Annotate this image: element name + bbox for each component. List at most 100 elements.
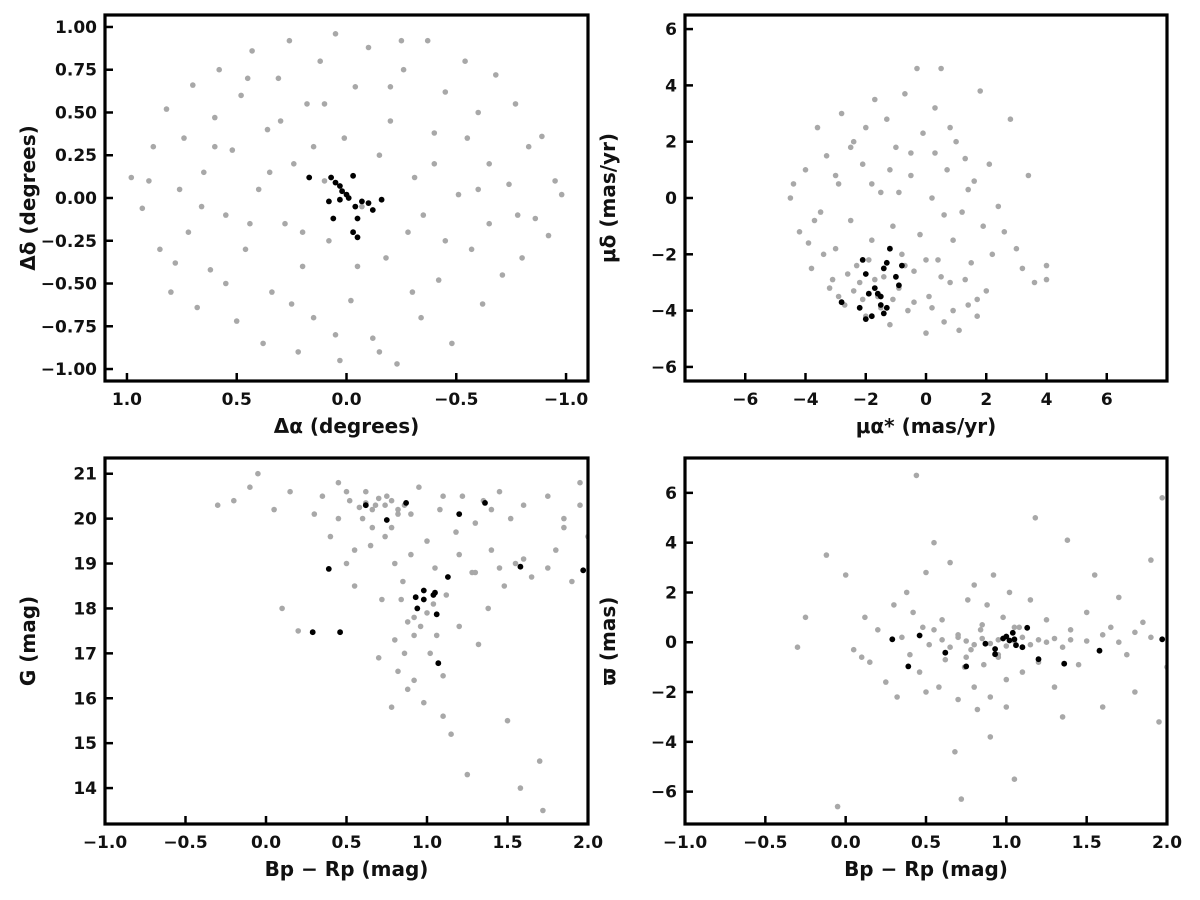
field-star-point: [382, 502, 388, 509]
panel-sky-positions: 1.0 0.5 0.0 −0.5 −1.0 1.00 0.75 0.50 0.25 0.00 −0.…: [16, 13, 590, 438]
field-star-point: [979, 635, 985, 642]
field-star-point: [286, 37, 293, 44]
field-star-point: [866, 257, 872, 263]
field-star-point: [401, 650, 408, 657]
field-star-point: [989, 251, 996, 258]
field-star-point: [794, 644, 801, 650]
field-star-point: [372, 502, 379, 509]
field-star-point: [181, 135, 187, 141]
field-star-point: [853, 262, 860, 269]
member-star-point: [435, 660, 442, 667]
field-star-point: [416, 484, 422, 491]
field-star-point: [805, 240, 812, 246]
field-star-point: [1099, 632, 1106, 638]
y-tick-label: −6: [651, 358, 677, 378]
field-star-point: [936, 684, 942, 690]
field-star-point: [310, 143, 317, 150]
field-star-point: [247, 484, 253, 491]
x-tick-label: −6: [732, 390, 758, 410]
field-star-point: [317, 58, 324, 64]
y-tick-label: 6: [665, 484, 677, 504]
field-star-point: [938, 274, 944, 280]
field-star-point: [448, 731, 454, 737]
field-star-point: [561, 515, 567, 522]
field-star-point: [959, 209, 965, 215]
field-star-point: [421, 699, 427, 706]
field-star-point: [242, 246, 249, 253]
field-star-point: [944, 167, 950, 173]
field-star-point: [528, 574, 535, 580]
member-star-point: [337, 629, 343, 636]
field-star-point: [453, 529, 459, 535]
field-star-point: [894, 694, 900, 700]
field-star-point: [965, 186, 971, 193]
field-star-point: [926, 293, 932, 300]
plot-frame: [683, 456, 1169, 826]
field-star-point: [433, 632, 440, 639]
field-star-point: [198, 203, 205, 210]
y-tick-label: 4: [665, 534, 677, 554]
field-star-point: [902, 91, 908, 97]
field-star-point: [464, 771, 471, 778]
field-star-point: [1108, 624, 1114, 631]
field-star-point: [411, 632, 417, 639]
field-star-point: [424, 538, 430, 544]
field-star-point: [987, 734, 994, 740]
field-star-point: [850, 138, 857, 145]
field-star-point: [1007, 116, 1014, 122]
member-star-point: [880, 310, 887, 317]
field-star-point: [923, 257, 929, 263]
field-star-point: [233, 318, 240, 324]
member-star-point: [877, 302, 884, 308]
field-star-point: [1011, 624, 1018, 631]
member-star-point: [403, 500, 409, 506]
field-star-point: [971, 178, 977, 184]
member-star-point: [337, 183, 343, 189]
field-star-point: [1006, 589, 1013, 596]
field-star-point: [1059, 644, 1066, 650]
field-star-point: [247, 220, 253, 227]
field-star-point: [817, 209, 824, 215]
field-star-point: [903, 589, 910, 596]
member-star-point: [330, 215, 337, 222]
field-star-point: [869, 237, 875, 243]
x-tick-label: 1.5: [1072, 833, 1102, 853]
field-star-point: [464, 135, 471, 141]
field-star-point: [351, 583, 358, 589]
field-star-point: [979, 622, 985, 628]
field-star-point: [506, 181, 512, 188]
field-star-point: [577, 479, 583, 486]
field-star-point: [398, 596, 405, 603]
field-star-point: [939, 617, 945, 623]
member-star-point: [865, 290, 872, 297]
field-star-point: [321, 178, 328, 184]
field-star-point: [1083, 638, 1090, 644]
field-star-point: [176, 186, 183, 193]
member-star-point: [412, 594, 419, 601]
field-star-point: [859, 296, 866, 303]
field-star-point: [493, 72, 499, 78]
member-star-point: [982, 640, 989, 647]
field-star-point: [255, 470, 261, 477]
field-star-point: [1019, 265, 1026, 272]
field-star-point: [369, 506, 376, 513]
field-star-point: [359, 515, 366, 522]
y-tick-label: −0.75: [41, 317, 97, 337]
field-star-point: [442, 89, 449, 95]
field-star-point: [376, 152, 383, 158]
member-star-point: [992, 651, 998, 658]
field-star-point: [442, 238, 449, 244]
x-axis-label: Δα (degrees): [274, 414, 420, 438]
field-star-point: [838, 110, 845, 117]
field-star-point: [963, 638, 969, 644]
field-star-point: [832, 172, 839, 179]
field-star-point: [411, 677, 417, 684]
field-star-point: [856, 279, 863, 286]
member-star-point: [877, 293, 884, 300]
member-star-point: [887, 245, 893, 252]
field-star-point: [462, 58, 468, 64]
field-star-point: [365, 44, 372, 51]
field-star-point: [974, 706, 981, 713]
field-star-point: [947, 279, 953, 286]
field-star-point: [929, 195, 935, 201]
